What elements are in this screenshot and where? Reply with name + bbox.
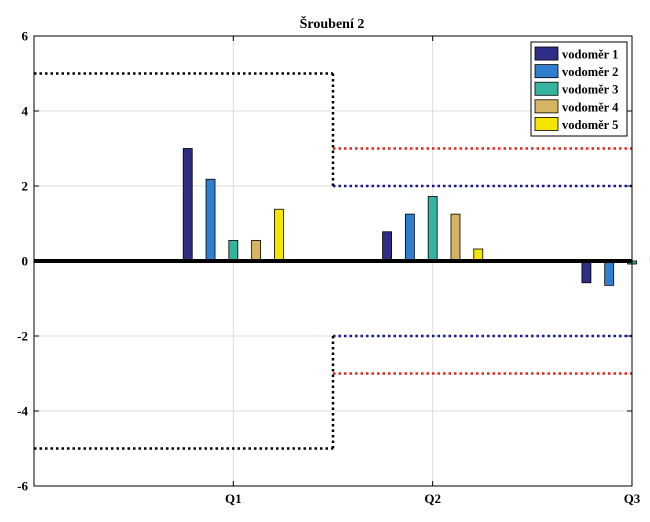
bar-Q3-vodoměr 2 [604, 260, 615, 286]
bar-Q3-vodoměr 1 [581, 260, 592, 284]
y-tick-label: 6 [22, 29, 29, 44]
y-tick-label: 2 [22, 179, 29, 194]
bar-Q2-vodoměr 1 [382, 231, 392, 262]
legend-swatch [534, 46, 559, 61]
y-tick-label: -2 [17, 329, 28, 344]
x-tick-label: Q3 [624, 491, 641, 506]
chart-title: Šroubení 2 [300, 15, 365, 32]
y-tick-label: -4 [17, 404, 28, 419]
x-tick-label: Q1 [225, 491, 242, 506]
legend-label: vodoměr 2 [562, 65, 618, 79]
y-tick-label: 0 [22, 254, 29, 269]
bar-Q2-vodoměr 4 [450, 213, 461, 262]
bar-Q2-vodoměr 3 [427, 196, 438, 262]
legend-label: vodoměr 3 [562, 83, 618, 97]
bar-Q1-vodoměr 3 [228, 239, 239, 262]
x-tick-label: Q2 [424, 491, 441, 506]
y-tick-label: 4 [22, 104, 29, 119]
bar-Q1-vodoměr 4 [251, 239, 262, 262]
y-tick-label: -6 [17, 479, 28, 494]
legend-label: vodoměr 1 [562, 48, 618, 62]
bars [182, 148, 650, 286]
axis-ticks: -6 -4 -2 0 2 4 6 Q1 Q2 Q3 [17, 29, 641, 507]
legend: vodoměr 1 vodoměr 2 vodoměr 3 vodoměr 4 vodo… [530, 41, 628, 137]
bar-Q2-vodoměr 2 [404, 213, 415, 262]
bar-Q1-vodoměr 5 [274, 208, 284, 262]
legend-label: vodoměr 5 [562, 118, 618, 132]
legend-label: vodoměr 4 [562, 100, 619, 114]
legend-swatch [534, 64, 559, 79]
limit-lines [34, 72, 632, 450]
legend-swatch [534, 117, 559, 131]
legend-swatch [534, 99, 559, 114]
bar-Q1-vodoměr 2 [205, 178, 216, 262]
bar-Q1-vodoměr 1 [182, 148, 193, 262]
legend-swatch [534, 81, 559, 96]
